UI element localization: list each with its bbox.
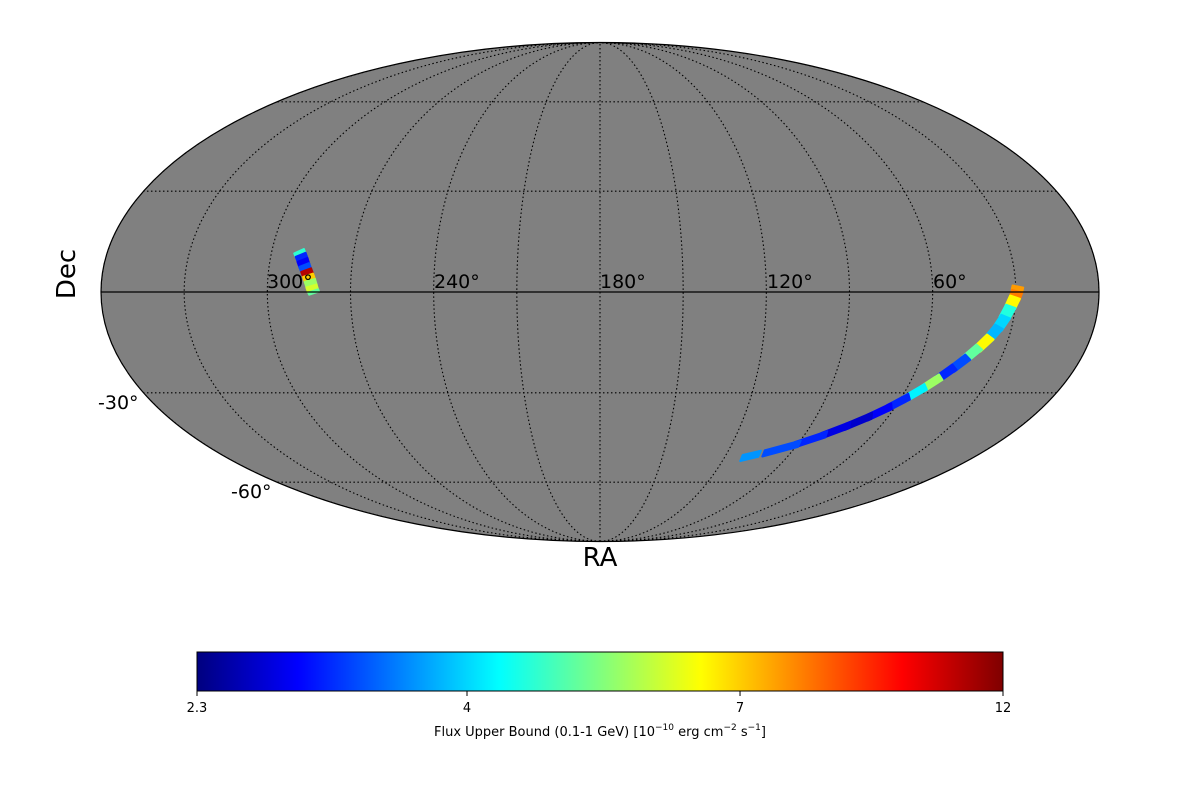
colorbar-tick-label: 12	[995, 701, 1012, 716]
south-arc-pixel	[739, 449, 762, 463]
meridian-line	[599, 42, 934, 542]
colorbar: 2.3 4 7 12 Flux Upper Bound (0.1-1 GeV) [10…	[187, 651, 1012, 740]
ra-tick-label: 120°	[767, 271, 813, 293]
ra-tick-label: 60°	[933, 271, 967, 293]
colorbar-label: Flux Upper Bound (0.1-1 GeV) [10−10 erg …	[434, 723, 766, 740]
x-axis-title: RA	[583, 543, 618, 573]
y-axis-title: Dec	[52, 249, 82, 299]
dec-tick-label: -30°	[98, 392, 139, 414]
flux-map-regions	[293, 248, 1025, 463]
dec-tick-label: -60°	[231, 481, 272, 503]
colorbar-tick-label: 7	[736, 701, 744, 716]
colorbar-tick-label: 4	[463, 701, 471, 716]
meridian-line	[433, 42, 601, 542]
ra-tick-label: 180°	[600, 271, 646, 293]
sky-outline	[100, 41, 1100, 543]
axis-ticks: 300° 240° 180° 120° 60° -30° -60°	[98, 271, 967, 503]
colorbar-ticks: 2.3 4 7 12	[187, 691, 1012, 716]
colorbar-tick-label: 2.3	[187, 701, 208, 716]
colorbar-gradient	[196, 651, 1004, 692]
meridian-line	[266, 42, 601, 542]
south-arc-pixel	[761, 439, 802, 458]
ra-tick-label: 240°	[434, 271, 480, 293]
meridian-line	[599, 42, 767, 542]
ra-tick-label: 300°	[267, 271, 313, 293]
